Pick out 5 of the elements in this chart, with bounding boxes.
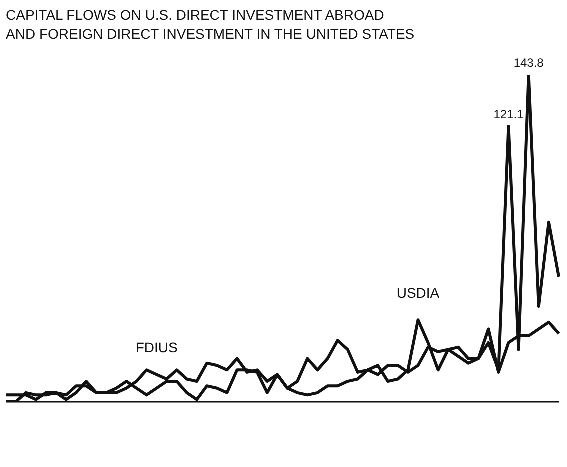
series-label: USDIA <box>396 285 440 302</box>
data-label: 143.8 <box>514 56 544 70</box>
data-label: 121.1 <box>494 108 524 122</box>
chart-title: CAPITAL FLOWS ON U.S. DIRECT INVESTMENT ABROAD AND FOREIGN DIRECT INVESTMENT IN THE UNITED STATES <box>6 6 415 44</box>
series-label: FDIUS <box>136 340 178 356</box>
